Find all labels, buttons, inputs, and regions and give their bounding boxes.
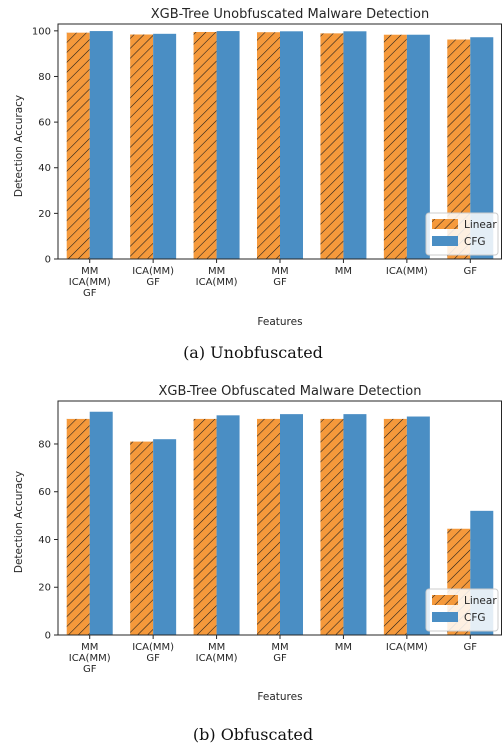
- bar-cfg: [406, 34, 430, 260]
- x-tick-label: MM ICA(MM) GF: [69, 266, 111, 299]
- x-tick-label: MM GF: [271, 266, 288, 288]
- legend-label: CFG: [464, 236, 486, 248]
- caption-a: (a) Unobfuscated: [183, 343, 323, 362]
- legend-label: Linear: [464, 595, 497, 607]
- bar-linear: [257, 418, 280, 635]
- bar-cfg: [89, 411, 113, 635]
- y-tick-label: 80: [38, 72, 51, 83]
- y-axis-label: Detection Accuracy: [13, 471, 25, 573]
- legend-swatch: [432, 219, 458, 229]
- y-tick-label: 20: [38, 583, 51, 594]
- bar-cfg: [470, 37, 494, 260]
- x-tick-label: MM GF: [271, 642, 288, 664]
- x-tick-label: ICA(MM) GF: [132, 266, 174, 288]
- chart-title: XGB-Tree Obfuscated Malware Detection: [158, 384, 421, 399]
- bar-cfg: [153, 439, 177, 635]
- legend-swatch: [432, 595, 458, 605]
- x-tick-label: GF: [464, 642, 478, 653]
- x-tick-label: MM ICA(MM) GF: [69, 642, 111, 675]
- bar-linear: [383, 34, 407, 260]
- bar-linear: [320, 33, 344, 259]
- y-tick-label: 60: [38, 118, 51, 129]
- bar-linear: [66, 418, 90, 635]
- y-tick-label: 0: [45, 631, 51, 642]
- bar-cfg: [153, 33, 177, 259]
- y-tick-label: 80: [38, 439, 51, 450]
- bar-linear: [193, 418, 217, 635]
- bar-cfg: [216, 415, 240, 635]
- bar-linear: [130, 34, 154, 259]
- x-tick-label: GF: [464, 266, 478, 277]
- bar-linear: [320, 418, 344, 635]
- chart-title: XGB-Tree Unobfuscated Malware Detection: [151, 7, 430, 22]
- x-tick-label: MM: [335, 266, 352, 277]
- y-tick-label: 100: [32, 26, 51, 37]
- y-tick-label: 40: [38, 535, 51, 546]
- bar-linear: [447, 39, 471, 260]
- bar-cfg: [216, 31, 240, 259]
- x-tick-label: MM ICA(MM): [196, 642, 238, 664]
- y-tick-label: 40: [38, 163, 51, 174]
- caption-b: (b) Obfuscated: [193, 725, 313, 744]
- y-tick-label: 60: [38, 487, 51, 498]
- chart-obfuscated: XGB-Tree Obfuscated Malware Detection De…: [13, 384, 502, 703]
- x-tick-label: MM ICA(MM): [196, 266, 238, 288]
- bar-cfg: [406, 416, 430, 635]
- bar-cfg: [280, 414, 303, 635]
- legend-label: CFG: [464, 612, 486, 624]
- bar-cfg: [343, 31, 367, 260]
- x-axis-label: Features: [257, 691, 302, 703]
- bar-cfg: [343, 414, 367, 635]
- chart-unobfuscated: XGB-Tree Unobfuscated Malware Detection …: [13, 7, 502, 328]
- legend-label: Linear: [464, 219, 497, 231]
- y-tick-label: 20: [38, 209, 51, 220]
- bar-linear: [66, 32, 90, 259]
- bar-linear: [193, 31, 217, 259]
- bar-cfg: [89, 31, 113, 259]
- x-axis-label: Features: [257, 316, 302, 328]
- bar-cfg: [280, 31, 303, 260]
- legend-swatch: [432, 236, 458, 246]
- x-tick-label: ICA(MM): [386, 642, 428, 653]
- y-axis-label: Detection Accuracy: [13, 95, 25, 197]
- bar-linear: [130, 441, 154, 635]
- legend-swatch: [432, 612, 458, 622]
- x-tick-label: ICA(MM) GF: [132, 642, 174, 664]
- y-tick-label: 0: [45, 255, 51, 266]
- bar-linear: [383, 418, 407, 635]
- x-tick-label: ICA(MM): [386, 266, 428, 277]
- x-tick-label: MM: [335, 642, 352, 653]
- bar-linear: [257, 32, 280, 259]
